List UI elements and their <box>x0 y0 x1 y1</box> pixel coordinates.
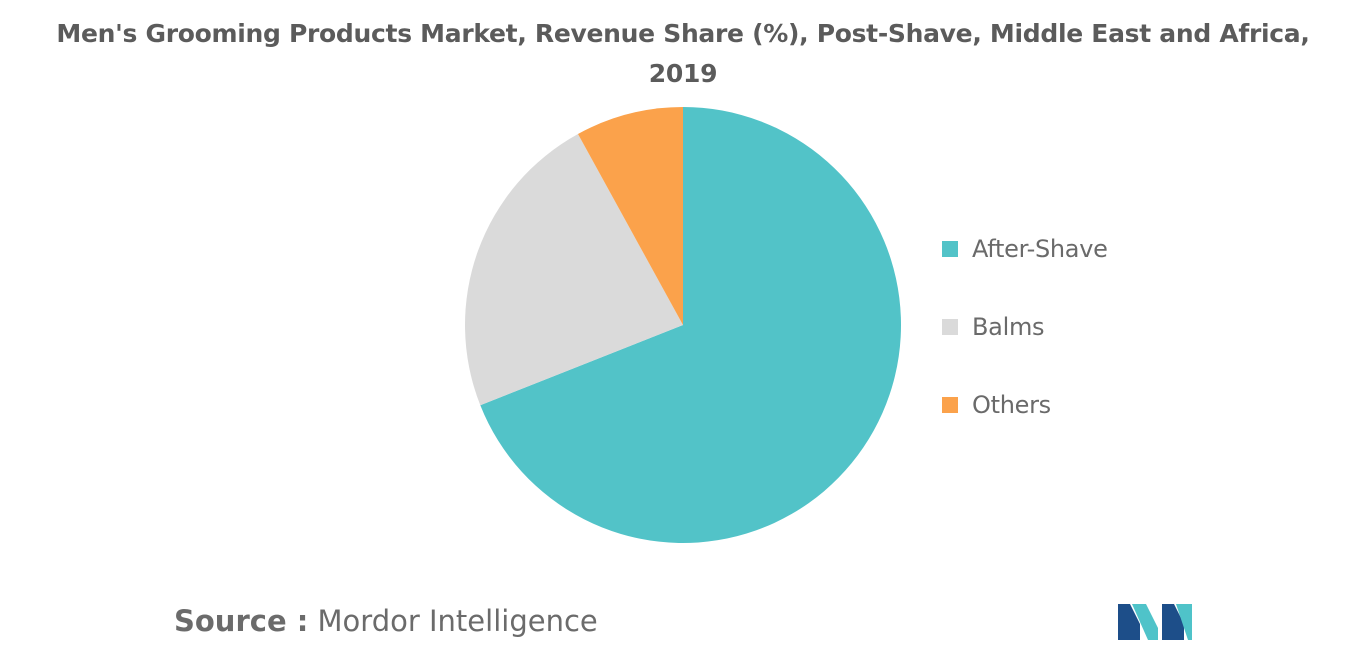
source-label: Source : <box>174 604 309 638</box>
legend-swatch-after-shave <box>942 240 958 257</box>
legend-label-after-shave: After-Shave <box>972 234 1108 263</box>
logo-shape-4 <box>1176 604 1192 640</box>
pie-slice-others <box>577 107 683 325</box>
legend-swatch-balms <box>942 318 958 335</box>
logo-shape-3 <box>1162 604 1184 640</box>
pie-slice-balms <box>465 133 683 406</box>
mordor-intelligence-logo-icon <box>1118 604 1192 640</box>
chart-title: Men's Grooming Products Market, Revenue … <box>0 14 1366 94</box>
source-text: Mordor Intelligence <box>317 604 598 638</box>
source-note: Source : Mordor Intelligence <box>174 604 598 638</box>
logo-shape-2 <box>1132 604 1158 640</box>
legend-item-balms: Balms <box>942 307 1108 346</box>
legend-label-others: Others <box>972 390 1051 419</box>
legend-label-balms: Balms <box>972 312 1045 341</box>
chart-title-line-2: 2019 <box>648 59 718 88</box>
legend-item-others: Others <box>942 385 1108 424</box>
logo-shape-1 <box>1118 604 1140 640</box>
legend-item-after-shave: After-Shave <box>942 229 1108 268</box>
legend-swatch-others <box>942 396 958 413</box>
pie-slice-after-shave <box>480 107 902 543</box>
chart-title-line-1: Men's Grooming Products Market, Revenue … <box>56 19 1310 48</box>
legend: After-Shave Balms Others <box>942 229 1108 463</box>
